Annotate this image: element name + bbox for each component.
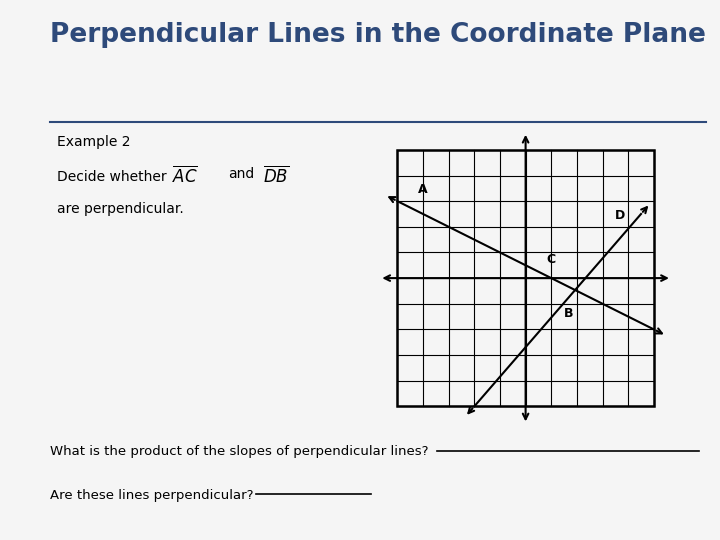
- Text: $\overline{DB}$: $\overline{DB}$: [263, 165, 289, 186]
- Bar: [397, 150, 654, 407]
- Text: Perpendicular Lines in the Coordinate Plane: Perpendicular Lines in the Coordinate Pl…: [50, 22, 706, 48]
- Text: Are these lines perpendicular?: Are these lines perpendicular?: [50, 489, 253, 502]
- Text: D: D: [616, 209, 626, 222]
- Text: C: C: [546, 253, 555, 266]
- Text: Example 2: Example 2: [56, 135, 130, 149]
- Text: What is the product of the slopes of perpendicular lines?: What is the product of the slopes of per…: [50, 446, 428, 458]
- Text: B: B: [564, 307, 574, 320]
- Text: $\overline{AC}$: $\overline{AC}$: [172, 165, 197, 186]
- Text: are perpendicular.: are perpendicular.: [56, 202, 184, 217]
- Text: A: A: [418, 184, 428, 197]
- Text: Decide whether: Decide whether: [56, 170, 166, 184]
- Text: and: and: [228, 167, 254, 181]
